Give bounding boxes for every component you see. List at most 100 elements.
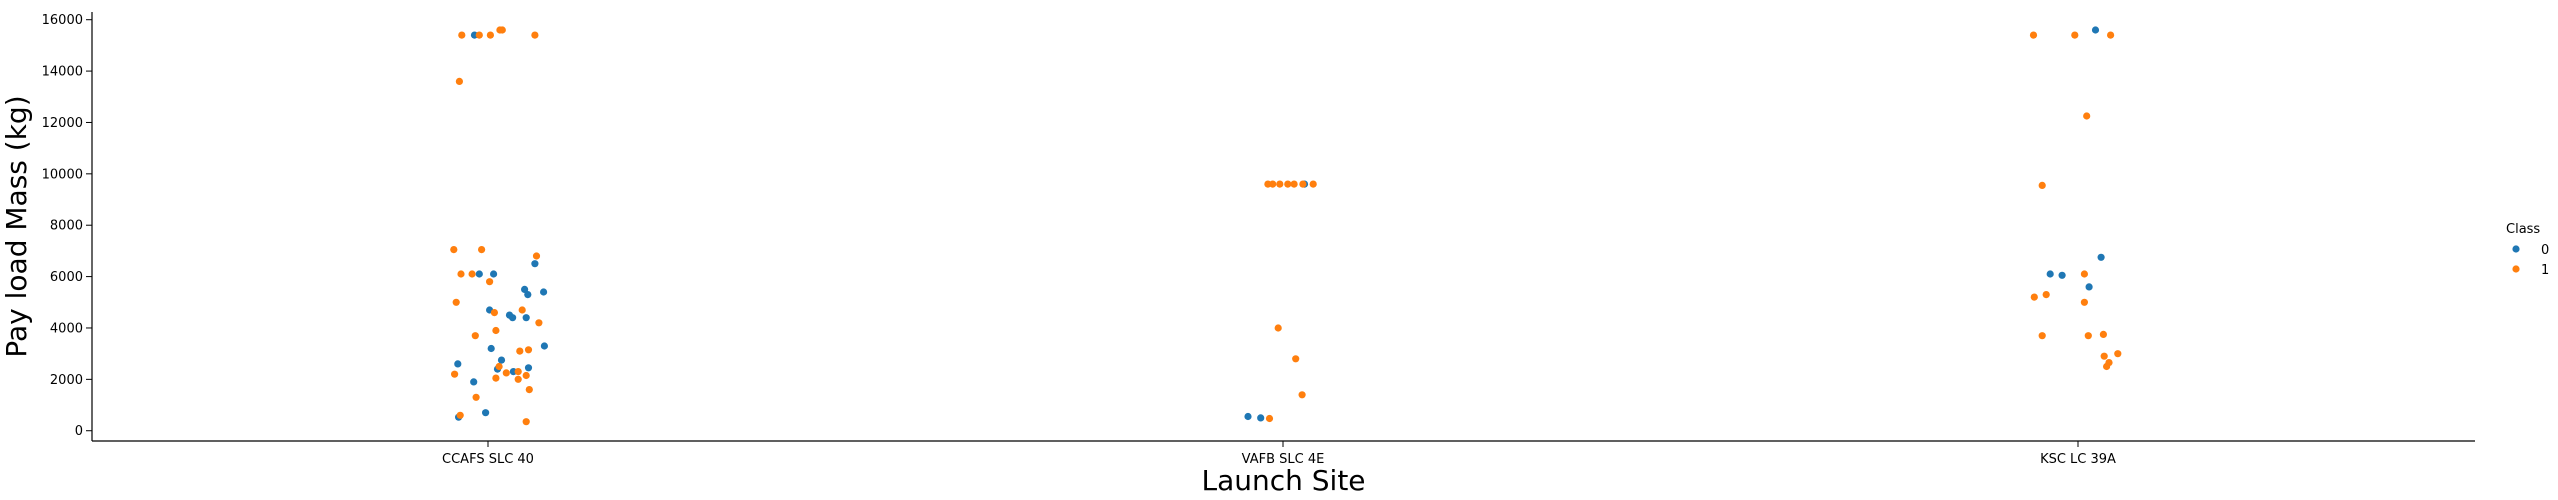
data-point-class-1 xyxy=(1269,180,1277,188)
data-point-class-1 xyxy=(490,309,498,317)
data-point-class-1 xyxy=(514,375,522,383)
data-point-class-1 xyxy=(2080,298,2088,306)
y-tick-label: 12000 xyxy=(42,116,83,131)
data-point-class-1 xyxy=(1290,180,1298,188)
data-point-class-1 xyxy=(1284,180,1292,188)
x-tick-label: VAFB SLC 4E xyxy=(1242,452,1325,467)
y-tick-label: 6000 xyxy=(50,270,83,285)
data-point-class-0 xyxy=(540,288,548,296)
data-point-class-1 xyxy=(1299,180,1307,188)
data-point-class-1 xyxy=(1265,414,1274,423)
data-point-class-1 xyxy=(468,270,476,278)
data-point-class-1 xyxy=(514,368,522,376)
data-point-class-1 xyxy=(522,371,530,380)
data-point-class-1 xyxy=(452,298,460,306)
data-point-class-1 xyxy=(2030,293,2038,301)
data-point-class-1 xyxy=(2084,332,2092,340)
y-tick-label: 14000 xyxy=(42,65,83,80)
data-point-class-1 xyxy=(457,270,465,278)
data-point-class-1 xyxy=(2099,330,2107,338)
data-point-class-1 xyxy=(456,411,464,419)
data-point-class-0 xyxy=(531,260,539,268)
data-point-class-1 xyxy=(2038,181,2046,189)
data-point-class-1 xyxy=(472,393,480,401)
data-point-class-0 xyxy=(490,270,498,278)
data-point-class-1 xyxy=(531,31,539,39)
data-point-class-1 xyxy=(458,31,466,39)
y-tick-label: 2000 xyxy=(50,373,83,388)
data-point-class-1 xyxy=(535,319,543,327)
data-point-class-0 xyxy=(524,291,532,299)
data-point-class-1 xyxy=(532,252,541,260)
y-tick-label: 4000 xyxy=(50,321,83,336)
legend-marker-class-0 xyxy=(2512,245,2520,253)
data-point-class-1 xyxy=(475,31,483,39)
x-tick-label: KSC LC 39A xyxy=(2040,452,2116,467)
data-point-class-1 xyxy=(498,26,506,34)
legend-marker-class-1 xyxy=(2512,265,2520,273)
y-tick-label: 0 xyxy=(75,424,83,439)
data-point-class-0 xyxy=(2097,253,2105,261)
data-point-class-1 xyxy=(486,31,494,39)
data-point-class-1 xyxy=(1274,324,1282,332)
data-point-class-1 xyxy=(492,326,500,335)
data-point-class-0 xyxy=(524,364,533,372)
x-axis-label: Launch Site xyxy=(1201,464,1365,497)
legend-label-class-1: 1 xyxy=(2541,263,2549,278)
data-point-class-1 xyxy=(486,278,494,286)
data-point-class-1 xyxy=(2038,332,2046,340)
data-point-class-0 xyxy=(521,285,529,293)
data-point-class-1 xyxy=(471,332,479,340)
data-point-class-1 xyxy=(495,362,503,371)
data-point-class-1 xyxy=(1292,355,1300,363)
data-point-class-1 xyxy=(522,418,530,426)
data-point-class-1 xyxy=(2029,31,2038,39)
data-point-class-1 xyxy=(455,77,463,85)
data-point-class-1 xyxy=(2107,31,2115,39)
y-tick-label: 16000 xyxy=(42,13,83,28)
data-point-class-0 xyxy=(1244,412,1252,421)
data-point-class-0 xyxy=(454,360,462,368)
data-point-class-1 xyxy=(450,246,458,254)
data-point-class-0 xyxy=(2085,283,2093,291)
data-point-class-1 xyxy=(451,370,459,378)
data-point-class-1 xyxy=(1298,391,1306,399)
x-ticks: CCAFS SLC 40 VAFB SLC 4E KSC LC 39A xyxy=(442,441,2116,467)
data-point-class-1 xyxy=(518,306,526,314)
legend-title: Class xyxy=(2506,222,2540,237)
data-point-class-0 xyxy=(2046,270,2054,278)
legend: Class 0 1 xyxy=(2506,222,2549,278)
data-point-class-0 xyxy=(2058,271,2066,279)
data-point-class-0 xyxy=(1257,414,1265,422)
data-point-class-1 xyxy=(516,347,524,355)
data-point-class-1 xyxy=(2071,31,2079,39)
data-point-class-1 xyxy=(2103,362,2111,371)
x-tick-label: CCAFS SLC 40 xyxy=(442,452,534,467)
data-point-class-1 xyxy=(1276,180,1284,188)
data-point-class-1 xyxy=(524,346,533,354)
data-point-class-0 xyxy=(475,270,483,278)
data-points xyxy=(450,26,2122,426)
data-point-class-0 xyxy=(2091,26,2100,34)
legend-label-class-0: 0 xyxy=(2541,243,2549,258)
data-point-class-0 xyxy=(470,378,478,386)
data-point-class-1 xyxy=(2114,350,2122,358)
data-point-class-0 xyxy=(482,409,490,417)
y-tick-label: 10000 xyxy=(42,167,83,182)
data-point-class-1 xyxy=(478,246,486,254)
data-point-class-1 xyxy=(2100,352,2108,360)
data-point-class-1 xyxy=(492,374,500,382)
data-point-class-1 xyxy=(1309,180,1317,188)
data-point-class-0 xyxy=(497,356,506,364)
data-point-class-1 xyxy=(2080,270,2088,278)
axes xyxy=(91,12,2475,442)
data-point-class-0 xyxy=(522,314,530,322)
y-ticks: 0 2000 4000 6000 8000 10000 12000 14000 16000 xyxy=(42,13,92,439)
data-point-class-1 xyxy=(2042,291,2050,299)
data-point-class-1 xyxy=(2083,112,2091,120)
data-point-class-0 xyxy=(540,342,549,350)
y-axis-label: Pay load Mass (kg) xyxy=(0,95,33,357)
data-point-class-1 xyxy=(502,369,510,377)
y-tick-label: 8000 xyxy=(50,219,83,234)
